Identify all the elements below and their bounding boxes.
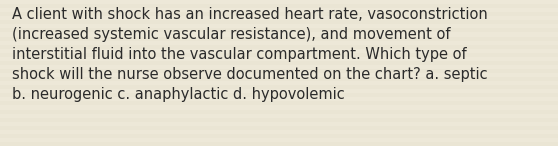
- Bar: [0, 12, 558, 16]
- Bar: [0, 114, 558, 118]
- Bar: [0, 69, 558, 73]
- Bar: [0, 73, 558, 77]
- Bar: [0, 24, 558, 28]
- Bar: [0, 93, 558, 97]
- Bar: [0, 134, 558, 138]
- Bar: [0, 97, 558, 101]
- Bar: [0, 89, 558, 93]
- Bar: [0, 36, 558, 41]
- Bar: [0, 118, 558, 122]
- Bar: [0, 57, 558, 61]
- Bar: [0, 85, 558, 89]
- Bar: [0, 130, 558, 134]
- Bar: [0, 101, 558, 105]
- Bar: [0, 4, 558, 8]
- Bar: [0, 32, 558, 36]
- Bar: [0, 122, 558, 126]
- Bar: [0, 49, 558, 53]
- Bar: [0, 65, 558, 69]
- Bar: [0, 28, 558, 32]
- Bar: [0, 16, 558, 20]
- Bar: [0, 81, 558, 85]
- Bar: [0, 142, 558, 146]
- Bar: [0, 61, 558, 65]
- Bar: [0, 41, 558, 45]
- Bar: [0, 45, 558, 49]
- Bar: [0, 8, 558, 12]
- Text: A client with shock has an increased heart rate, vasoconstriction
(increased sys: A client with shock has an increased hea…: [12, 7, 488, 102]
- Bar: [0, 105, 558, 110]
- Bar: [0, 126, 558, 130]
- Bar: [0, 0, 558, 4]
- Bar: [0, 20, 558, 24]
- Bar: [0, 110, 558, 114]
- Bar: [0, 53, 558, 57]
- Bar: [0, 138, 558, 142]
- Bar: [0, 77, 558, 81]
